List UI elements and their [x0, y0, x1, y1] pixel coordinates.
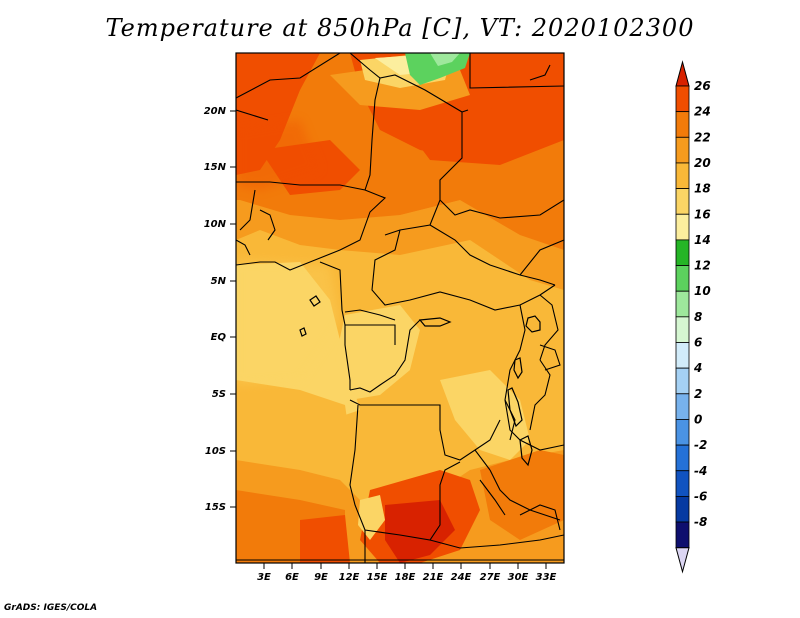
lon-label: 21E — [423, 572, 444, 583]
colorbar-swatch — [675, 239, 690, 266]
lat-labels: 20N 15N 10N 5N EQ 5S 10S 15S — [204, 106, 227, 513]
lon-label: 24E — [451, 572, 472, 583]
colorbar-label: 26 — [694, 79, 711, 93]
lon-label: 33E — [536, 572, 557, 583]
colorbar-swatch — [675, 470, 690, 497]
lat-label: EQ — [211, 332, 227, 343]
colorbar-label: 10 — [694, 284, 711, 298]
colorbar-swatch — [675, 521, 690, 549]
lon-label: 30E — [508, 572, 529, 583]
colorbar-top-arrow — [675, 60, 690, 87]
colorbar-label: 0 — [694, 412, 702, 426]
colorbar-swatch — [675, 162, 690, 189]
map-frame — [235, 52, 565, 564]
lon-label: 12E — [339, 572, 360, 583]
map-title: Temperature at 850hPa [C], VT: 202010230… — [105, 14, 695, 42]
colorbar-swatch — [675, 136, 690, 164]
colorbar-swatch — [675, 419, 690, 446]
lat-label: 10S — [205, 446, 226, 457]
colorbar-label: 12 — [694, 259, 711, 273]
lon-ticks — [263, 563, 547, 569]
colorbar-label: 16 — [694, 207, 711, 221]
colorbar-label: 6 — [694, 336, 702, 350]
lat-label: 15N — [204, 162, 227, 173]
colorbar-label: 8 — [694, 310, 702, 324]
colorbar-swatch — [675, 85, 690, 113]
colorbar-swatch — [675, 495, 690, 523]
colorbar-swatch — [675, 111, 690, 138]
lat-label: 20N — [204, 106, 227, 117]
colorbar-label: 22 — [694, 130, 711, 144]
colorbar-swatch — [675, 213, 690, 241]
lon-labels: 3E 6E 9E 12E 15E 18E 21E 24E 27E 30E 33E — [257, 572, 556, 583]
colorbar-label: 14 — [694, 233, 711, 247]
lat-ticks — [230, 110, 236, 508]
lat-label: 5S — [212, 389, 226, 400]
credit-text: GrADS: IGES/COLA — [4, 603, 98, 613]
lon-label: 6E — [285, 572, 299, 583]
colorbar-swatch — [675, 393, 690, 420]
lakes — [299, 295, 541, 467]
lat-label: 5N — [211, 276, 227, 287]
colorbar-label: 24 — [694, 105, 711, 119]
colorbar-label: 2 — [694, 387, 702, 401]
lat-label: 15S — [205, 502, 226, 513]
temperature-field — [236, 53, 564, 563]
colorbar-label: -6 — [694, 489, 707, 503]
colorbar-label: 4 — [693, 361, 702, 375]
lon-label: 15E — [367, 572, 388, 583]
lon-label: 27E — [480, 572, 501, 583]
colorbar-label: 20 — [694, 156, 711, 170]
colorbar-label: -8 — [694, 515, 707, 529]
colorbar-swatch — [675, 188, 690, 215]
colorbar-label: -2 — [694, 438, 707, 452]
colorbar-swatch — [675, 367, 690, 395]
country-boundaries — [236, 53, 564, 563]
lon-label: 9E — [314, 572, 328, 583]
colorbar-swatch — [675, 342, 690, 369]
colorbar-bottom-arrow — [675, 547, 690, 574]
colorbar-swatch — [675, 316, 690, 343]
colorbar-label: 18 — [694, 182, 711, 196]
colorbar-swatch — [675, 290, 690, 318]
lon-label: 3E — [257, 572, 271, 583]
lon-label: 18E — [395, 572, 416, 583]
colorbar-swatch — [675, 265, 690, 292]
colorbar-swatch — [675, 444, 690, 472]
lat-label: 10N — [204, 219, 227, 230]
colorbar-label: -4 — [694, 464, 707, 478]
